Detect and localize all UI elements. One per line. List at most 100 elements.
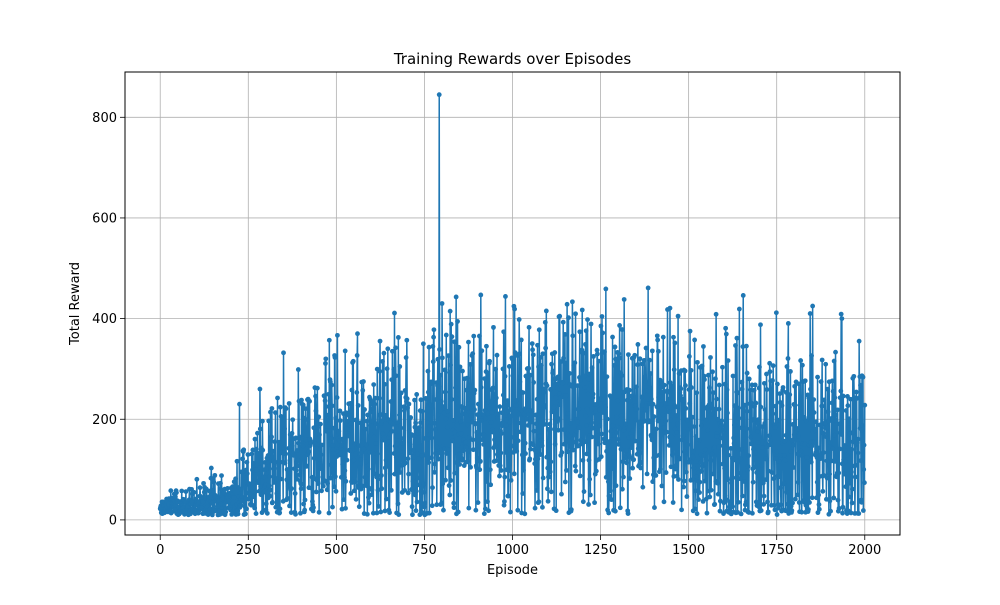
data-point bbox=[617, 505, 623, 511]
data-point bbox=[766, 442, 772, 448]
data-point bbox=[738, 511, 744, 517]
data-point bbox=[457, 364, 463, 370]
data-point bbox=[315, 481, 321, 487]
data-point bbox=[664, 429, 670, 435]
data-point bbox=[765, 509, 771, 515]
data-point bbox=[433, 450, 439, 456]
data-point bbox=[414, 392, 420, 397]
data-point bbox=[573, 468, 579, 474]
data-point bbox=[410, 478, 416, 484]
data-point bbox=[290, 417, 296, 423]
data-point bbox=[266, 418, 272, 424]
data-point bbox=[499, 431, 504, 436]
data-point bbox=[598, 454, 604, 460]
data-point bbox=[244, 459, 250, 465]
data-point bbox=[277, 404, 283, 410]
data-point bbox=[532, 505, 538, 511]
data-point bbox=[347, 448, 353, 454]
data-point bbox=[578, 378, 583, 383]
data-point bbox=[667, 305, 673, 311]
data-point bbox=[376, 395, 382, 401]
data-point bbox=[318, 421, 323, 427]
data-point bbox=[342, 475, 347, 480]
data-point bbox=[798, 448, 804, 454]
data-point bbox=[341, 497, 347, 503]
data-point bbox=[424, 437, 430, 442]
data-point bbox=[464, 387, 470, 393]
data-point bbox=[832, 459, 838, 464]
data-point bbox=[783, 432, 789, 438]
data-point bbox=[317, 457, 323, 463]
data-point bbox=[510, 356, 515, 362]
data-point bbox=[292, 491, 298, 496]
data-point bbox=[442, 389, 448, 395]
data-point bbox=[309, 485, 315, 491]
data-point bbox=[495, 415, 501, 421]
data-point bbox=[480, 412, 486, 418]
data-point bbox=[264, 510, 270, 516]
data-point bbox=[422, 500, 428, 506]
data-point bbox=[420, 408, 426, 414]
data-point bbox=[277, 506, 283, 512]
data-point bbox=[754, 429, 760, 434]
data-point bbox=[528, 408, 534, 414]
data-point bbox=[744, 370, 750, 376]
data-point bbox=[314, 477, 320, 483]
data-point bbox=[226, 498, 232, 504]
data-point bbox=[404, 337, 410, 343]
data-point bbox=[380, 431, 386, 437]
data-point bbox=[697, 490, 702, 495]
data-point bbox=[717, 508, 723, 514]
data-point bbox=[507, 509, 513, 515]
data-point bbox=[255, 430, 260, 436]
data-point bbox=[271, 466, 277, 471]
data-point bbox=[772, 425, 778, 431]
data-point bbox=[382, 381, 388, 387]
data-point bbox=[174, 490, 179, 496]
data-point bbox=[614, 414, 620, 420]
data-point bbox=[810, 303, 816, 309]
data-point bbox=[547, 455, 552, 461]
data-point bbox=[437, 347, 442, 352]
data-point bbox=[614, 360, 620, 366]
data-point bbox=[476, 333, 482, 339]
data-point bbox=[329, 436, 334, 441]
data-point bbox=[465, 459, 471, 464]
data-point bbox=[743, 426, 749, 432]
data-point bbox=[566, 315, 571, 321]
data-point bbox=[825, 409, 831, 415]
data-point bbox=[391, 377, 396, 383]
data-point bbox=[844, 452, 850, 458]
data-point bbox=[732, 457, 738, 463]
data-point bbox=[769, 470, 775, 476]
data-point bbox=[315, 425, 321, 430]
data-point bbox=[412, 397, 417, 403]
data-point bbox=[850, 486, 855, 492]
data-point bbox=[777, 391, 783, 397]
data-point bbox=[811, 410, 817, 415]
data-point bbox=[239, 494, 245, 500]
data-point bbox=[364, 418, 370, 424]
data-point bbox=[716, 382, 722, 388]
data-point bbox=[821, 450, 826, 455]
data-point bbox=[472, 387, 478, 393]
data-point bbox=[729, 475, 735, 480]
data-point bbox=[331, 425, 337, 431]
data-point bbox=[597, 407, 602, 413]
data-point bbox=[425, 389, 431, 395]
data-point bbox=[487, 467, 493, 473]
data-point bbox=[786, 418, 792, 424]
data-point bbox=[558, 359, 564, 364]
data-point bbox=[692, 337, 698, 343]
data-point bbox=[708, 457, 714, 463]
data-point bbox=[761, 501, 767, 507]
data-point bbox=[271, 480, 277, 485]
data-point bbox=[481, 511, 487, 517]
data-point bbox=[582, 385, 588, 390]
data-point bbox=[573, 428, 579, 434]
data-point bbox=[557, 313, 563, 319]
data-point bbox=[420, 341, 426, 347]
data-point bbox=[576, 406, 582, 412]
data-point bbox=[523, 451, 528, 456]
data-point bbox=[433, 397, 439, 402]
